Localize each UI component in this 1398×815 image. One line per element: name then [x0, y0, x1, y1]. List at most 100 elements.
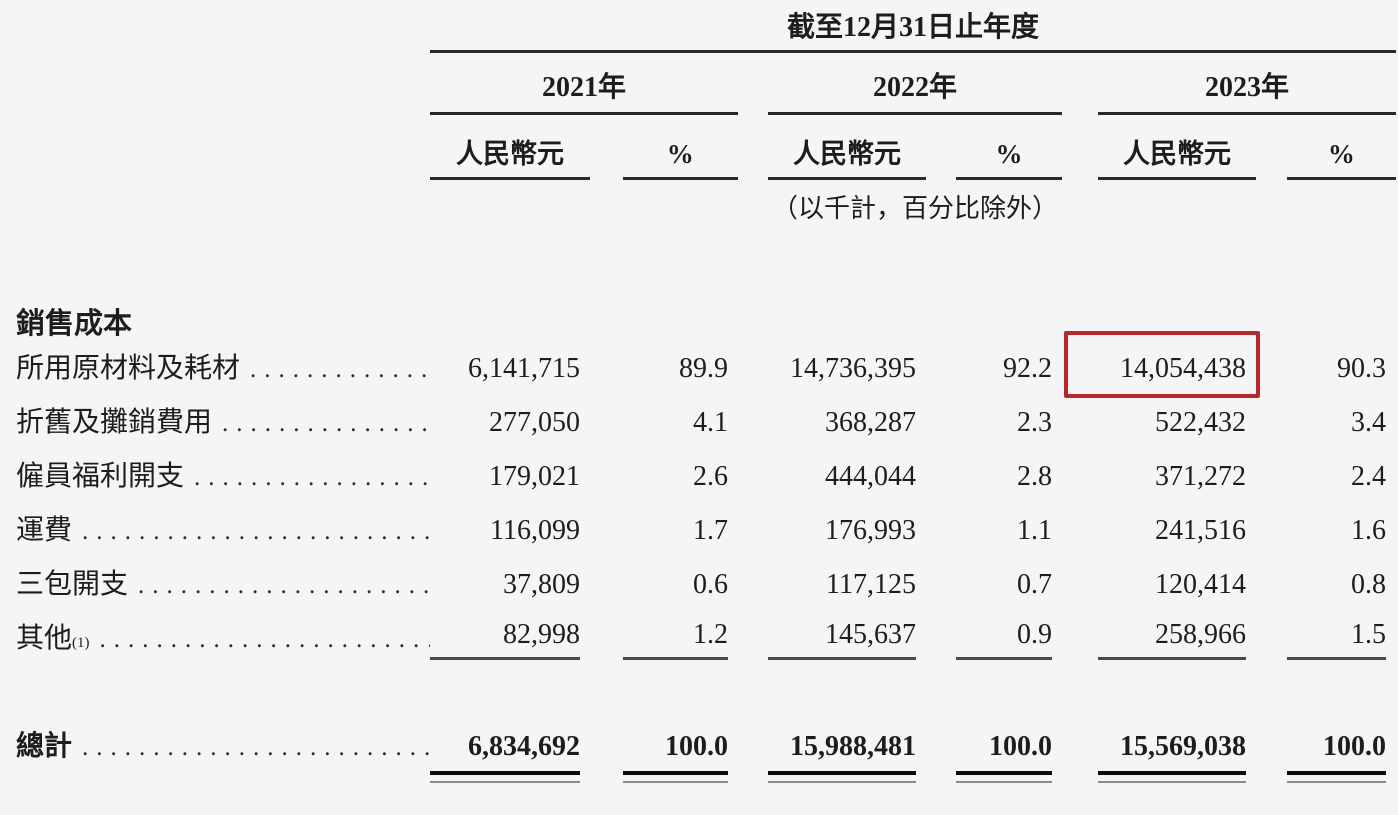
cell-2022-pct: 2.8	[1017, 461, 1052, 492]
cell-2023-rmb: 241,516	[1155, 515, 1246, 546]
cell-2023-pct: 2.4	[1351, 461, 1386, 492]
currency-header-2023: 人民幣元	[1098, 137, 1256, 180]
row-label: 折舊及攤銷費用	[16, 407, 213, 438]
table-row: 運費......................................…	[0, 504, 1396, 558]
cell-2022-rmb: 444,044	[825, 461, 916, 492]
table-row: 所用原材料及耗材................................…	[0, 331, 1396, 398]
subtotal-rule	[956, 657, 1052, 660]
cell-2021-pct: 0.6	[693, 569, 728, 600]
cell-2023-pct: 3.4	[1351, 407, 1386, 438]
row-label-cell: 其他(1)...................................…	[0, 612, 430, 666]
cell-2021-rmb: 6,141,715	[468, 353, 580, 384]
subtotal-rule	[1287, 657, 1386, 660]
total-double-rule	[430, 771, 580, 783]
subtotal-rule	[623, 657, 728, 660]
period-header-row: 截至12月31日止年度	[0, 10, 1396, 46]
cell-2021-pct: 1.7	[693, 515, 728, 546]
unit-note-row: （以千計，百分比除外）	[0, 192, 1396, 226]
cell-2023-rmb: 14,054,438	[1064, 331, 1260, 398]
cell-2022-pct: 92.2	[1003, 353, 1052, 384]
cell-2022-rmb: 145,637	[768, 612, 926, 666]
highlighted-value: 14,054,438	[1120, 353, 1246, 384]
period-rule-row	[0, 46, 1396, 53]
cell-2021-pct: 1.2	[590, 612, 738, 666]
cell-2021-rmb: 116,099	[490, 515, 580, 546]
cell-2022-pct: 0.7	[1017, 569, 1052, 600]
currency-header-2022: 人民幣元	[768, 137, 926, 180]
row-label-cell: 僱員福利開支..................................…	[0, 450, 430, 504]
total-label: 總計	[16, 731, 73, 762]
total-row: 總計......................................…	[0, 726, 1396, 783]
row-label: 所用原材料及耗材	[16, 353, 241, 384]
subheader-row: 人民幣元 % 人民幣元 % 人民幣元 %	[0, 137, 1396, 180]
cell-2022-rmb: 14,736,395	[790, 353, 916, 384]
row-label: 僱員福利開支	[16, 461, 185, 492]
total-double-rule	[623, 771, 728, 783]
cell-2021-pct: 89.9	[679, 353, 728, 384]
table-row: 其他(1)...................................…	[0, 612, 1396, 666]
cell-2021-rmb: 277,050	[489, 407, 580, 438]
period-rule	[430, 50, 1396, 53]
table-row: 折舊及攤銷費用.................................…	[0, 396, 1396, 450]
percent-header-2023: %	[1256, 137, 1396, 180]
section-header: 銷售成本	[16, 308, 133, 340]
row-label-cell: 運費......................................…	[0, 504, 430, 558]
table-row: 三包開支....................................…	[0, 558, 1396, 612]
total-2021-rmb: 6,834,692	[430, 726, 590, 783]
year-header-2023: 2023年	[1098, 69, 1396, 115]
cell-2022-pct: 1.1	[1017, 515, 1052, 546]
total-2022-rmb: 15,988,481	[768, 726, 926, 783]
row-label-cell: 折舊及攤銷費用.................................…	[0, 396, 430, 450]
total-double-rule	[1098, 771, 1246, 783]
leader-dots: ........................................…	[194, 464, 430, 491]
cell-2023-pct: 1.5	[1256, 612, 1396, 666]
cell-2023-rmb: 258,966	[1098, 612, 1256, 666]
total-2023-pct: 100.0	[1256, 726, 1396, 783]
cell-2022-pct: 0.9	[926, 612, 1062, 666]
cell-2022-rmb: 368,287	[825, 407, 916, 438]
total-label-cell: 總計......................................…	[0, 726, 430, 775]
percent-header-2021: %	[590, 137, 738, 180]
total-double-rule	[768, 771, 916, 783]
cell-2023-pct: 90.3	[1337, 353, 1386, 384]
year-header-row: 2021年 2022年 2023年	[0, 69, 1396, 115]
leader-dots: ........................................…	[99, 626, 430, 653]
row-label-cell: 三包開支....................................…	[0, 558, 430, 612]
leader-dots: ........................................…	[222, 410, 430, 437]
row-label: 運費	[16, 515, 73, 546]
year-header-2021: 2021年	[430, 69, 738, 115]
total-2021-pct: 100.0	[590, 726, 738, 783]
leader-dots: ........................................…	[138, 572, 430, 599]
percent-header-2022: %	[926, 137, 1062, 180]
row-label-cell: 所用原材料及耗材................................…	[0, 342, 430, 396]
cell-2023-pct: 0.8	[1351, 569, 1386, 600]
year-header-2022: 2022年	[768, 69, 1062, 115]
subtotal-rule	[430, 657, 580, 660]
cell-2023-rmb: 371,272	[1155, 461, 1246, 492]
section-header-row: 銷售成本	[0, 306, 1396, 342]
unit-note: （以千計，百分比除外）	[771, 194, 1058, 223]
cell-2022-pct: 2.3	[1017, 407, 1052, 438]
cell-2022-rmb: 176,993	[825, 515, 916, 546]
leader-dots: ........................................…	[250, 356, 430, 383]
total-double-rule	[1287, 771, 1386, 783]
row-label: 其他	[16, 623, 73, 654]
total-double-rule	[956, 771, 1052, 783]
subtotal-rule	[1098, 657, 1246, 660]
cell-2021-pct: 4.1	[693, 407, 728, 438]
currency-header-2021: 人民幣元	[430, 137, 590, 180]
cell-2021-rmb: 82,998	[430, 612, 590, 666]
subtotal-rule	[768, 657, 916, 660]
leader-dots: ........................................…	[82, 518, 430, 545]
table-row: 僱員福利開支..................................…	[0, 450, 1396, 504]
cell-2021-rmb: 179,021	[489, 461, 580, 492]
cell-2021-rmb: 37,809	[503, 569, 580, 600]
cell-2021-pct: 2.6	[693, 461, 728, 492]
total-2022-pct: 100.0	[926, 726, 1062, 783]
period-header: 截至12月31日止年度	[786, 12, 1039, 43]
leader-dots: ........................................…	[82, 734, 430, 761]
total-2023-rmb: 15,569,038	[1098, 726, 1256, 783]
cell-2023-pct: 1.6	[1351, 515, 1386, 546]
footnote-marker: (1)	[72, 635, 90, 651]
